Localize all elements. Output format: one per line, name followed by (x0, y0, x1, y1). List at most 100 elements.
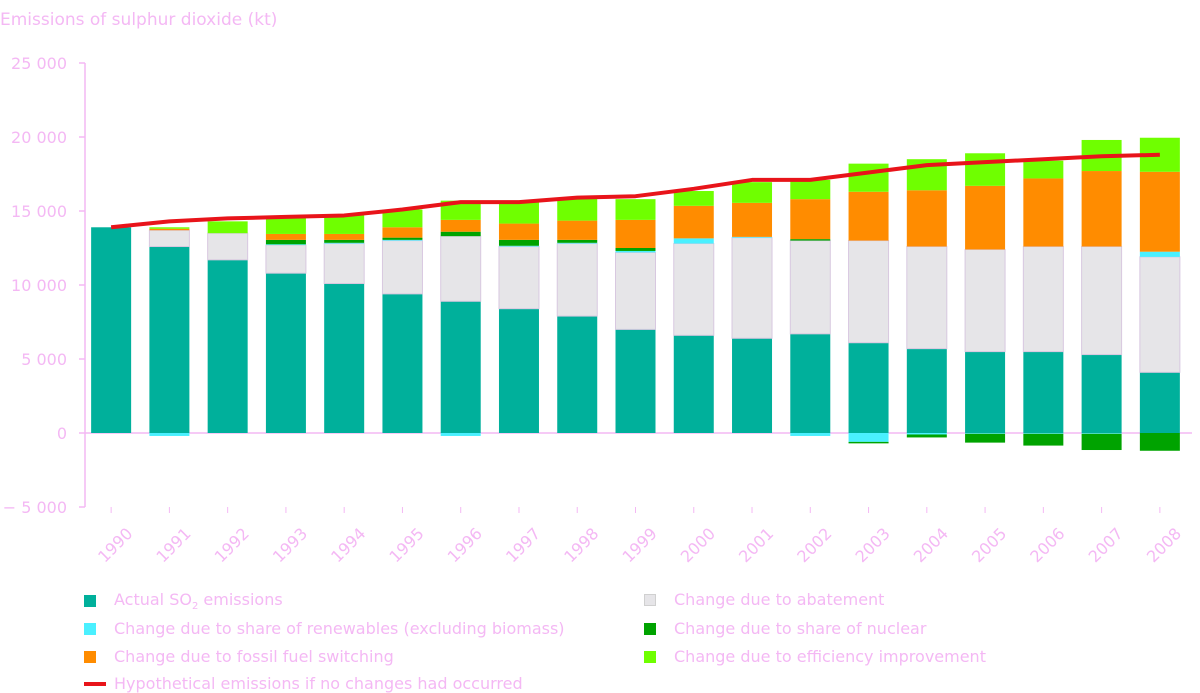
bar-actual-1994[interactable] (324, 283, 365, 433)
bar-efficiency-1998[interactable] (557, 198, 598, 221)
bar-abatement-1998[interactable] (556, 243, 598, 317)
bar-nuclear-1996[interactable] (440, 231, 481, 237)
bar-abatement-1996[interactable] (440, 235, 482, 302)
bar-renewables-2003[interactable] (848, 433, 889, 442)
bar-abatement-2004[interactable] (906, 246, 948, 350)
bar-efficiency-2005[interactable] (965, 153, 1006, 186)
bar-fossil-2007[interactable] (1081, 171, 1122, 247)
bar-renewables-2001[interactable] (732, 236, 773, 238)
bar-fossil-2006[interactable] (1023, 178, 1064, 247)
bar-renewables-2005[interactable] (965, 433, 1006, 434)
bar-nuclear-1999[interactable] (615, 248, 656, 251)
bar-abatement-2007[interactable] (1081, 246, 1123, 356)
bar-fossil-1994[interactable] (324, 233, 365, 240)
bar-fossil-1995[interactable] (382, 227, 423, 238)
bar-nuclear-1998[interactable] (557, 239, 598, 243)
bar-fossil-1998[interactable] (557, 220, 598, 240)
bar-efficiency-2002[interactable] (790, 179, 831, 200)
bar-fossil-1993[interactable] (265, 233, 306, 240)
bar-nuclear-1997[interactable] (498, 239, 539, 246)
bar-abatement-1994[interactable] (323, 243, 365, 285)
bar-actual-1998[interactable] (557, 316, 598, 433)
bar-nuclear-2007[interactable] (1081, 433, 1122, 451)
bar-actual-1995[interactable] (382, 293, 423, 433)
bar-abatement-1995[interactable] (381, 240, 423, 295)
bar-fossil-2004[interactable] (906, 190, 947, 247)
bar-abatement-2006[interactable] (1022, 246, 1064, 353)
bar-nuclear-2006[interactable] (1023, 433, 1064, 446)
bar-actual-2007[interactable] (1081, 354, 1122, 433)
bar-fossil-2005[interactable] (965, 185, 1006, 250)
bar-renewables-1996[interactable] (440, 433, 481, 436)
bar-renewables-1994[interactable] (324, 242, 365, 244)
bar-nuclear-2002[interactable] (790, 239, 831, 241)
bar-fossil-1996[interactable] (440, 219, 481, 232)
bar-actual-1991[interactable] (149, 246, 190, 433)
bar-abatement-2003[interactable] (848, 240, 890, 344)
bar-efficiency-2006[interactable] (1023, 160, 1064, 179)
legend-item-actual[interactable]: Actual SO2 emissions (84, 590, 283, 612)
bar-nuclear-1993[interactable] (265, 239, 306, 245)
legend-item-hypothetical[interactable]: Hypothetical emissions if no changes had… (84, 674, 523, 693)
bar-nuclear-1995[interactable] (382, 237, 423, 240)
bar-actual-2008[interactable] (1139, 372, 1180, 433)
bar-renewables-1999[interactable] (615, 250, 656, 253)
bar-efficiency-2003[interactable] (848, 163, 889, 192)
bar-actual-2002[interactable] (790, 333, 831, 433)
bar-actual-2006[interactable] (1023, 351, 1064, 433)
bar-fossil-2003[interactable] (848, 191, 889, 241)
legend-item-fossil[interactable]: Change due to fossil fuel switching (84, 647, 394, 666)
bar-renewables-1998[interactable] (557, 242, 598, 244)
legend-item-efficiency[interactable]: Change due to efficiency improvement (644, 647, 986, 666)
bar-actual-1999[interactable] (615, 329, 656, 433)
bar-actual-1990[interactable] (91, 227, 132, 433)
bar-renewables-2000[interactable] (673, 238, 714, 244)
line-hypothetical-emissions[interactable] (110, 152, 1160, 230)
bar-fossil-1997[interactable] (498, 223, 539, 240)
bar-nuclear-2004[interactable] (906, 434, 947, 438)
bar-abatement-1992[interactable] (207, 232, 249, 261)
bar-fossil-1999[interactable] (615, 219, 656, 248)
bar-fossil-2002[interactable] (790, 199, 831, 240)
bar-actual-2005[interactable] (965, 351, 1006, 433)
bar-renewables-2006[interactable] (1023, 433, 1064, 434)
bar-actual-1993[interactable] (265, 273, 306, 433)
bar-efficiency-1994[interactable] (324, 214, 365, 234)
bar-actual-1992[interactable] (207, 259, 248, 433)
bar-abatement-2002[interactable] (789, 240, 831, 335)
bar-renewables-1995[interactable] (382, 239, 423, 241)
bar-fossil-2000[interactable] (673, 205, 714, 239)
bar-efficiency-1991[interactable] (149, 227, 190, 229)
bar-nuclear-2005[interactable] (965, 433, 1006, 443)
bar-actual-2003[interactable] (848, 342, 889, 433)
bar-nuclear-2008[interactable] (1139, 433, 1180, 451)
bar-renewables-1993[interactable] (265, 244, 306, 246)
legend-item-abatement[interactable]: Change due to abatement (644, 590, 884, 609)
bar-abatement-2001[interactable] (731, 237, 773, 339)
bar-efficiency-2001[interactable] (732, 182, 773, 203)
bar-efficiency-1997[interactable] (498, 201, 539, 224)
legend-item-nuclear[interactable]: Change due to share of nuclear (644, 619, 926, 638)
bar-fossil-2001[interactable] (732, 202, 773, 237)
bar-efficiency-1996[interactable] (440, 200, 481, 220)
bar-nuclear-2003[interactable] (848, 441, 889, 444)
bar-actual-1996[interactable] (440, 301, 481, 433)
legend-item-renewables[interactable]: Change due to share of renewables (exclu… (84, 619, 565, 638)
bar-efficiency-2000[interactable] (673, 191, 714, 206)
bar-abatement-2000[interactable] (673, 243, 715, 336)
bar-renewables-1997[interactable] (498, 245, 539, 247)
bar-abatement-1999[interactable] (615, 251, 656, 330)
bar-actual-2000[interactable] (673, 335, 714, 433)
bar-actual-2004[interactable] (906, 348, 947, 433)
bar-abatement-2005[interactable] (964, 248, 1006, 353)
bar-fossil-1991[interactable] (149, 228, 190, 231)
bar-abatement-2008[interactable] (1139, 256, 1181, 373)
bar-abatement-1991[interactable] (148, 229, 190, 248)
bar-efficiency-1993[interactable] (265, 216, 306, 234)
bar-efficiency-1992[interactable] (207, 221, 248, 234)
bar-abatement-1993[interactable] (265, 244, 307, 274)
bar-efficiency-1995[interactable] (382, 209, 423, 228)
bar-actual-2001[interactable] (732, 338, 773, 433)
bar-renewables-2007[interactable] (1081, 433, 1122, 434)
bar-efficiency-1999[interactable] (615, 199, 656, 220)
